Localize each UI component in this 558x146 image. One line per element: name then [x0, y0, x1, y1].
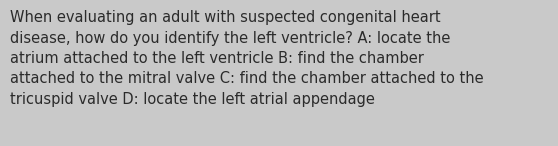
Text: When evaluating an adult with suspected congenital heart
disease, how do you ide: When evaluating an adult with suspected … — [10, 10, 484, 107]
